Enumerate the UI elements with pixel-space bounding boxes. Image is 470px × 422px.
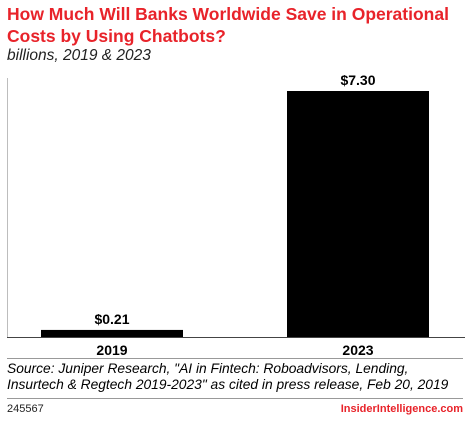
x-tick-label-2023: 2023 xyxy=(342,342,373,358)
source-note: Source: Juniper Research, "AI in Fintech… xyxy=(7,361,449,392)
bar-2019 xyxy=(41,329,183,337)
brand-logo-text: InsiderIntelligence.com xyxy=(340,403,463,415)
source-divider xyxy=(7,358,463,359)
x-tick-label-2019: 2019 xyxy=(96,342,127,358)
chart-subtitle: billions, 2019 & 2023 xyxy=(7,47,151,64)
footer-divider xyxy=(7,398,463,399)
bar-chart: $0.21 2019 $7.30 2023 xyxy=(7,72,465,358)
value-label-2019: $0.21 xyxy=(94,311,129,327)
value-label-2023: $7.30 xyxy=(340,72,375,88)
chart-title: How Much Will Banks Worldwide Save in Op… xyxy=(7,4,449,46)
bar-2023 xyxy=(287,91,429,337)
chart-id: 245567 xyxy=(7,403,44,415)
